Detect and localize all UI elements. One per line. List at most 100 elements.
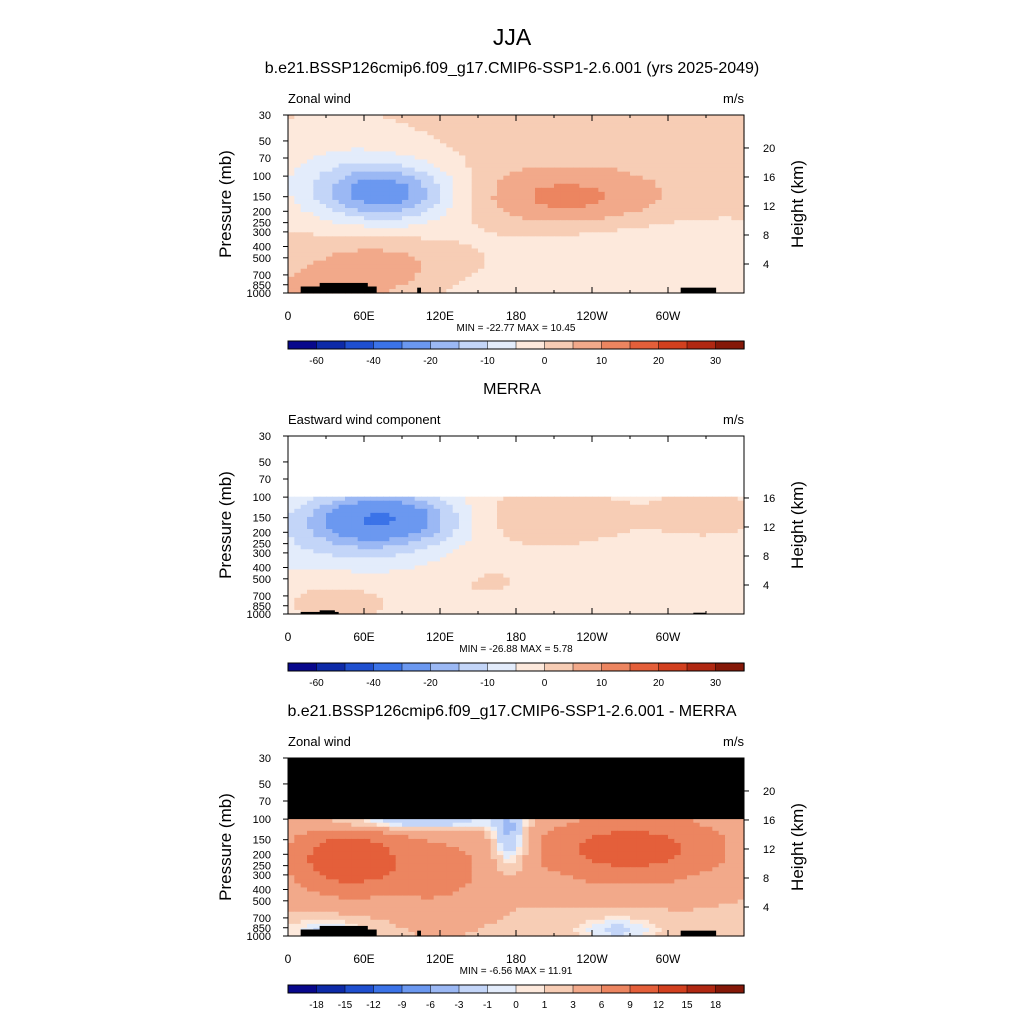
field-cell	[585, 288, 593, 294]
field-cell	[288, 147, 295, 153]
field-cell	[294, 147, 302, 153]
field-cell	[433, 549, 441, 554]
field-cell	[307, 272, 314, 278]
field-cell	[592, 123, 599, 128]
field-cell	[687, 264, 694, 270]
field-cell	[446, 119, 454, 124]
field-cell	[712, 240, 720, 246]
field-cell	[699, 276, 707, 282]
field-cell	[452, 276, 460, 282]
field-cell	[370, 512, 378, 518]
field-cell	[541, 163, 549, 169]
field-cell	[357, 248, 365, 254]
field-cell	[446, 123, 454, 128]
field-cell	[560, 573, 568, 579]
field-cell	[307, 280, 314, 286]
field-cell	[484, 151, 492, 157]
y-tick-label: 30	[259, 110, 271, 122]
field-cell	[364, 151, 371, 157]
field-cell	[332, 545, 340, 550]
field-cell	[484, 240, 492, 246]
field-cell	[370, 171, 378, 177]
field-cell	[383, 220, 390, 225]
field-cell	[642, 264, 650, 270]
field-cell	[300, 504, 308, 510]
height-tick-label: 16	[763, 172, 775, 184]
field-cell	[332, 183, 340, 189]
field-cell	[725, 204, 732, 209]
field-cell	[364, 199, 371, 205]
field-cell	[319, 183, 327, 189]
field-cell	[383, 232, 390, 237]
field-cell	[725, 581, 732, 587]
field-cell	[547, 272, 555, 278]
field-cell	[522, 260, 530, 266]
field-cell	[636, 520, 644, 526]
field-cell	[573, 288, 580, 294]
colorbar-label: 20	[653, 356, 665, 367]
field-cell	[528, 212, 536, 217]
field-cell	[478, 585, 485, 591]
field-cell	[376, 264, 384, 270]
field-cell	[687, 569, 694, 575]
field-cell	[490, 131, 498, 136]
field-cell	[579, 533, 587, 538]
field-cell	[636, 248, 644, 254]
field-cell	[560, 127, 568, 132]
field-cell	[731, 244, 739, 250]
field-cell	[471, 272, 479, 278]
field-cell	[427, 155, 435, 161]
field-cell	[566, 260, 574, 266]
field-cell	[522, 264, 530, 270]
field-cell	[706, 115, 713, 120]
field-cell	[573, 565, 580, 571]
field-cell	[338, 228, 346, 233]
field-cell	[471, 545, 479, 550]
field-cell	[395, 195, 403, 201]
field-cell	[288, 529, 295, 534]
field-cell	[414, 155, 422, 161]
field-cell	[408, 179, 416, 185]
field-cell	[706, 569, 713, 575]
field-cell	[541, 569, 549, 575]
field-cell	[300, 151, 308, 157]
field-cell	[528, 537, 536, 542]
field-cell	[611, 516, 618, 522]
field-cell	[338, 557, 346, 563]
field-cell	[598, 191, 606, 197]
field-cell	[547, 573, 555, 579]
field-cell	[598, 244, 606, 250]
field-cell	[345, 581, 352, 587]
field-cell	[332, 276, 340, 282]
field-cell	[509, 256, 517, 262]
field-cell	[465, 545, 473, 550]
field-cell	[402, 187, 409, 193]
field-cell	[630, 581, 637, 587]
field-cell	[737, 167, 745, 173]
field-cell	[383, 561, 390, 567]
field-cell	[421, 585, 428, 591]
field-cell	[636, 135, 644, 140]
colorbar-box	[629, 340, 660, 350]
field-cell	[509, 147, 517, 153]
field-cell	[326, 179, 333, 185]
field-cell	[661, 589, 669, 595]
field-cell	[376, 220, 384, 225]
field-cell	[547, 553, 555, 558]
field-cell	[332, 236, 340, 242]
field-cell	[592, 512, 599, 518]
field-cell	[642, 187, 650, 193]
field-cell	[433, 504, 441, 510]
field-cell	[465, 151, 473, 157]
field-cell	[465, 272, 473, 278]
field-cell	[522, 212, 530, 217]
field-cell	[693, 155, 701, 161]
field-cell	[725, 212, 732, 217]
field-cell	[427, 577, 435, 583]
field-cell	[661, 545, 669, 550]
field-cell	[674, 240, 682, 246]
field-cell	[611, 508, 618, 514]
field-cell	[509, 143, 517, 148]
field-cell	[338, 525, 346, 530]
